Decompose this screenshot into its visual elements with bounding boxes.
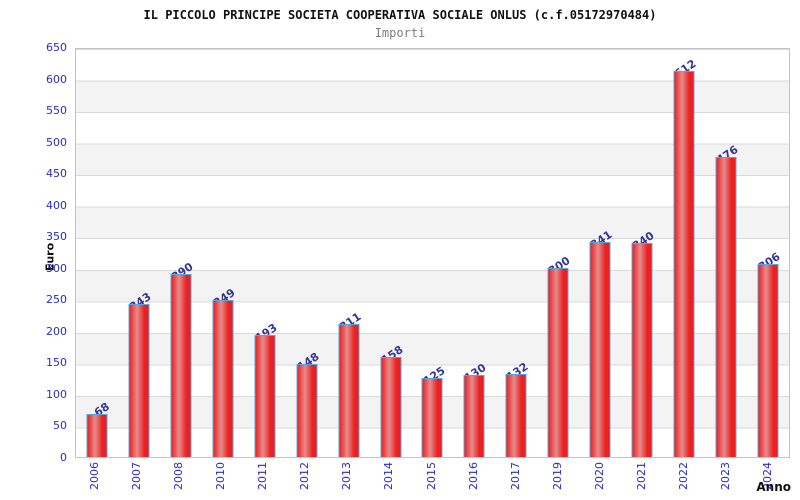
bar-slot: 612 (663, 49, 705, 457)
x-tick-label: 2016 (466, 462, 480, 490)
y-tick-label: 250 (46, 293, 67, 307)
x-tick-label: 2015 (424, 462, 438, 490)
bar (673, 70, 695, 457)
y-tick-label: 100 (46, 387, 67, 401)
y-tick-label: 200 (46, 324, 67, 338)
x-tick-label: 2019 (550, 462, 564, 490)
y-tick-label: 550 (46, 104, 67, 118)
bar (463, 375, 485, 457)
x-tick-label: 2007 (130, 462, 144, 490)
x-tick-label: 2014 (382, 462, 396, 490)
y-tick-label: 150 (46, 356, 67, 370)
bar-slot: 476 (705, 49, 747, 457)
bar (296, 363, 318, 457)
bar (380, 357, 402, 457)
y-tick-label: 400 (46, 198, 67, 212)
bar-slot: 249 (202, 49, 244, 457)
x-tick-label: 2020 (592, 462, 606, 490)
chart-subtitle: Importi (374, 26, 426, 40)
bar-slot: 125 (412, 49, 454, 457)
bar-slot: 193 (244, 49, 286, 457)
bar (547, 267, 569, 457)
chart-title: IL PICCOLO PRINCIPE SOCIETA COOPERATIVA … (143, 8, 657, 22)
x-tick-label: 2011 (256, 462, 270, 490)
y-tick-label: 600 (46, 72, 67, 86)
bar (421, 378, 443, 457)
bar-slot: 243 (118, 49, 160, 457)
bar-slot: 158 (370, 49, 412, 457)
bar-slot: 130 (453, 49, 495, 457)
bar-slot: 306 (747, 49, 789, 457)
bar (86, 414, 108, 457)
bar (254, 335, 276, 457)
bar-slot: 132 (495, 49, 537, 457)
x-tick-label: 2013 (340, 462, 354, 490)
plot-area: 68 243 290 249 193 148 211 158 125 130 132 300 341 34… (75, 48, 790, 458)
y-tick-label: 350 (46, 230, 67, 244)
x-tick-label: 2023 (718, 462, 732, 490)
y-tick-label: 500 (46, 135, 67, 149)
bar (338, 323, 360, 457)
x-tick-label: 2021 (634, 462, 648, 490)
x-tick-label: 2010 (214, 462, 228, 490)
x-tick-label: 2008 (172, 462, 186, 490)
y-tick-label: 300 (46, 261, 67, 275)
x-axis-title: Anno (756, 480, 791, 494)
bar (170, 274, 192, 457)
x-tick-label: 2012 (298, 462, 312, 490)
bars-container: 68 243 290 249 193 148 211 158 125 130 132 300 341 34… (76, 49, 789, 457)
y-tick-label: 0 (60, 451, 67, 464)
y-tick-label: 50 (53, 419, 67, 433)
bar-slot: 290 (160, 49, 202, 457)
x-tick-label: 2006 (88, 462, 102, 490)
bar-slot: 341 (579, 49, 621, 457)
bar-slot: 68 (76, 49, 118, 457)
y-tick-label: 450 (46, 167, 67, 181)
bar-slot: 211 (328, 49, 370, 457)
bar-slot: 300 (537, 49, 579, 457)
y-tick-label: 650 (46, 41, 67, 54)
x-tick-label: 2022 (676, 462, 690, 490)
bar (128, 303, 150, 457)
x-tick-label: 2017 (508, 462, 522, 490)
bar (715, 156, 737, 457)
bar (757, 264, 779, 457)
bar (589, 241, 611, 457)
bar (505, 373, 527, 457)
bar-slot: 148 (286, 49, 328, 457)
bar-slot: 340 (621, 49, 663, 457)
bar (212, 299, 234, 457)
bar (631, 242, 653, 457)
